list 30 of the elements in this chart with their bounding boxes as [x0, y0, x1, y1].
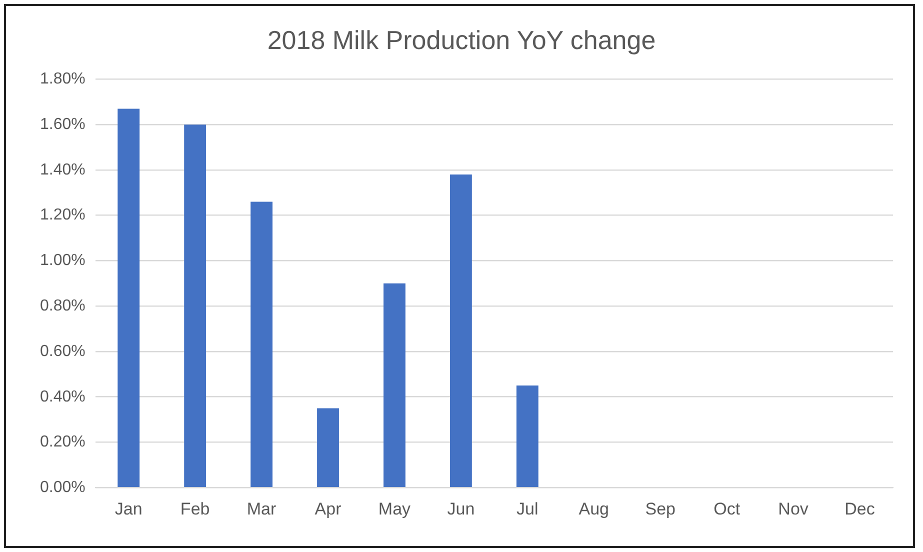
y-tick-label: 0.20%: [40, 434, 86, 451]
x-tick-label: May: [378, 499, 412, 518]
y-tick-label: 0.80%: [40, 297, 86, 314]
x-tick-label: Feb: [180, 499, 210, 518]
y-tick-label: 1.60%: [40, 116, 86, 133]
bar: [317, 408, 339, 487]
bar: [250, 202, 273, 487]
x-tick-label: Dec: [844, 499, 876, 518]
bar: [384, 283, 406, 487]
y-tick-label: 1.00%: [40, 252, 86, 270]
y-tick-label: 1.20%: [40, 206, 86, 224]
x-tick-label: Jan: [114, 499, 142, 518]
x-tick-label: Sep: [645, 499, 676, 518]
chart-title: 2018 Milk Production YoY change: [267, 24, 656, 55]
y-tick-label: 0.40%: [40, 388, 86, 406]
x-tick-label: Apr: [314, 499, 342, 518]
bar: [450, 174, 472, 487]
bar: [118, 108, 140, 487]
x-tick-label: Jun: [447, 499, 475, 518]
x-tick-label: Mar: [246, 499, 277, 518]
x-tick-label: Nov: [778, 499, 809, 518]
x-tick-label: Aug: [578, 499, 610, 518]
bar: [516, 386, 538, 487]
y-tick-label: 0.60%: [40, 342, 86, 360]
x-tick-label: Jul: [516, 499, 538, 518]
x-tick-label: Oct: [714, 499, 740, 518]
y-tick-label: 1.40%: [40, 161, 86, 178]
bar: [184, 124, 206, 487]
y-tick-label: 0.00%: [40, 479, 86, 496]
y-tick-label: 1.80%: [40, 70, 86, 88]
